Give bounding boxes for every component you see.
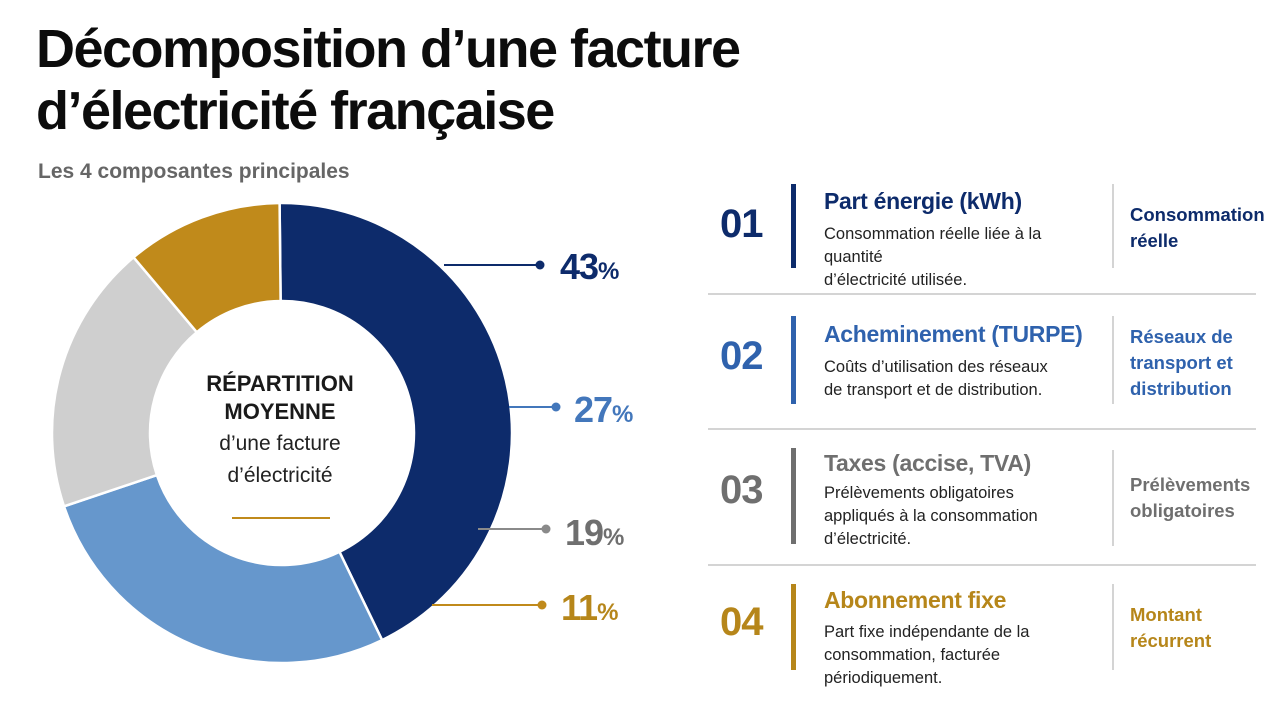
data-label-unit: % bbox=[612, 401, 633, 428]
data-label-acheminement: 27% bbox=[574, 389, 633, 431]
center-label-line-4: d’électricité bbox=[227, 464, 333, 487]
description-line: Prélèvements obligatoires bbox=[824, 484, 1014, 502]
description-line: Coûts d’utilisation des réseaux bbox=[824, 358, 1048, 376]
component-accent-bar bbox=[791, 584, 796, 670]
data-label-value: 27 bbox=[574, 389, 613, 430]
description-line: de transport et de distribution. bbox=[824, 381, 1043, 399]
row-separator bbox=[708, 293, 1256, 295]
component-row-abonnement: 04 Abonnement fixe Part fixe indépendant… bbox=[708, 584, 1256, 717]
component-row-taxes: 03 Taxes (accise, TVA) Prélèvements obli… bbox=[708, 446, 1256, 579]
tag-line: réelle bbox=[1130, 230, 1179, 251]
leader-dot-energie bbox=[535, 260, 545, 270]
component-title: Taxes (accise, TVA) bbox=[824, 450, 1031, 476]
column-divider bbox=[1112, 584, 1114, 670]
tag-line: obligatoires bbox=[1130, 500, 1235, 521]
component-number: 02 bbox=[720, 334, 763, 378]
component-title: Acheminement (TURPE) bbox=[824, 321, 1083, 347]
description-line: Consommation réelle liée à la quantité bbox=[824, 225, 1042, 266]
donut-slice-abonnement bbox=[131, 201, 282, 334]
donut-slice-taxes bbox=[50, 255, 199, 508]
column-divider bbox=[1112, 450, 1114, 546]
tag-line: Réseaux de bbox=[1130, 326, 1233, 347]
component-description: Part fixe indépendante de la consommatio… bbox=[824, 621, 1114, 690]
donut-chart bbox=[50, 201, 561, 665]
description-line: consommation, facturée périodiquement. bbox=[824, 646, 1001, 687]
data-label-taxes: 19% bbox=[565, 512, 624, 554]
column-divider bbox=[1112, 184, 1114, 268]
data-label-value: 19 bbox=[565, 512, 604, 553]
tag-line: distribution bbox=[1130, 378, 1232, 399]
center-label-line-1: RÉPARTITION bbox=[206, 371, 354, 396]
component-tag: Réseaux de transport et distribution bbox=[1130, 324, 1256, 402]
data-label-value: 43 bbox=[560, 246, 599, 287]
component-description: Prélèvements obligatoires appliqués à la… bbox=[824, 482, 1104, 551]
leader-dot-acheminement bbox=[551, 402, 561, 412]
center-label-line-2: MOYENNE bbox=[224, 399, 336, 424]
donut-slice-acheminement bbox=[62, 473, 384, 665]
leader-dot-abonnement bbox=[537, 600, 547, 610]
row-separator bbox=[708, 428, 1256, 430]
component-description: Consommation réelle liée à la quantité d… bbox=[824, 223, 1104, 292]
component-description: Coûts d’utilisation des réseaux de trans… bbox=[824, 356, 1104, 402]
description-line: Part fixe indépendante de la bbox=[824, 623, 1030, 641]
component-row-energie: 01 Part énergie (kWh) Consommation réell… bbox=[708, 180, 1265, 313]
component-number: 01 bbox=[720, 202, 763, 246]
component-accent-bar bbox=[791, 448, 796, 544]
data-label-unit: % bbox=[598, 258, 619, 285]
page-title: Décomposition d’une facture d’électricit… bbox=[36, 18, 856, 142]
description-line: d’électricité utilisée. bbox=[824, 271, 968, 289]
title-line-2: d’électricité française bbox=[36, 81, 555, 141]
component-title: Abonnement fixe bbox=[824, 587, 1007, 613]
leader-dot-taxes bbox=[541, 524, 551, 534]
center-divider bbox=[232, 517, 330, 519]
data-label-value: 11 bbox=[561, 587, 598, 628]
data-label-unit: % bbox=[603, 524, 624, 551]
component-tag: Montant récurrent bbox=[1130, 602, 1256, 654]
component-tag: Consommation réelle bbox=[1130, 202, 1265, 254]
data-label-abonnement: 11% bbox=[561, 587, 618, 629]
tag-line: Prélèvements bbox=[1130, 474, 1251, 495]
component-tag: Prélèvements obligatoires bbox=[1130, 472, 1256, 524]
center-label-line-3: d’une facture bbox=[219, 432, 341, 455]
donut-center-label: RÉPARTITION MOYENNE d’une facture d’élec… bbox=[170, 370, 390, 490]
component-row-acheminement: 02 Acheminement (TURPE) Coûts d’utilisat… bbox=[708, 314, 1256, 447]
page-subtitle: Les 4 composantes principales bbox=[38, 160, 350, 183]
tag-line: Montant bbox=[1130, 604, 1202, 625]
data-label-unit: % bbox=[597, 599, 618, 626]
component-title: Part énergie (kWh) bbox=[824, 188, 1022, 214]
component-number: 03 bbox=[720, 468, 763, 512]
tag-line: récurrent bbox=[1130, 630, 1212, 651]
tag-line: transport et bbox=[1130, 352, 1233, 373]
title-line-1: Décomposition d’une facture bbox=[36, 19, 741, 79]
row-separator bbox=[708, 564, 1256, 566]
description-line: d’électricité. bbox=[824, 530, 912, 548]
donut-slice-energie bbox=[278, 201, 514, 642]
component-accent-bar bbox=[791, 184, 796, 268]
tag-line: Consommation bbox=[1130, 204, 1265, 225]
data-label-energie: 43% bbox=[560, 246, 619, 288]
component-number: 04 bbox=[720, 600, 763, 644]
component-accent-bar bbox=[791, 316, 796, 404]
description-line: appliqués à la consommation bbox=[824, 507, 1038, 525]
column-divider bbox=[1112, 316, 1114, 404]
